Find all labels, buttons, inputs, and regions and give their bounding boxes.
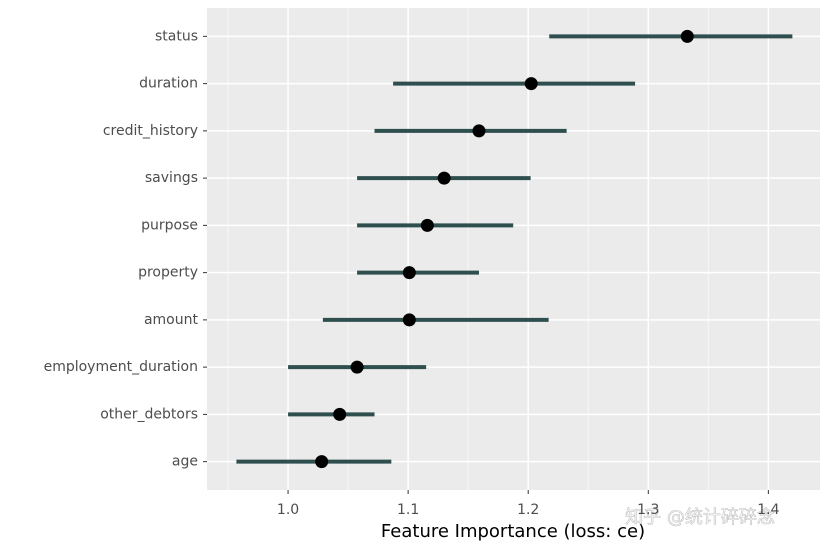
point	[333, 407, 347, 421]
point	[680, 29, 694, 43]
y-tick-label: property	[138, 265, 198, 281]
point	[437, 171, 451, 185]
y-tick-label: duration	[139, 76, 198, 92]
point	[315, 455, 329, 469]
panel	[207, 8, 820, 490]
point	[420, 218, 434, 232]
point	[402, 313, 416, 327]
point	[524, 77, 538, 91]
x-tick-label: 1.3	[637, 502, 659, 518]
watermark: 知乎 @统计碎碎念	[625, 506, 775, 528]
x-axis-title: Feature Importance (loss: ce)	[381, 521, 645, 542]
y-tick-label: age	[172, 454, 198, 470]
y-tick-label: purpose	[141, 217, 198, 233]
y-tick-label: status	[155, 28, 198, 44]
y-tick-label: savings	[145, 170, 198, 186]
y-tick-label: employment_duration	[44, 359, 198, 375]
x-tick-label: 1.1	[397, 502, 419, 518]
x-tick-label: 1.2	[517, 502, 539, 518]
point	[350, 360, 364, 374]
y-tick-label: other_debtors	[100, 406, 198, 422]
y-tick-label: amount	[144, 312, 199, 328]
x-tick-label: 1.4	[757, 502, 779, 518]
point	[402, 266, 416, 280]
y-tick-label: credit_history	[103, 123, 198, 139]
point	[472, 124, 486, 138]
x-tick-label: 1.0	[277, 502, 299, 518]
